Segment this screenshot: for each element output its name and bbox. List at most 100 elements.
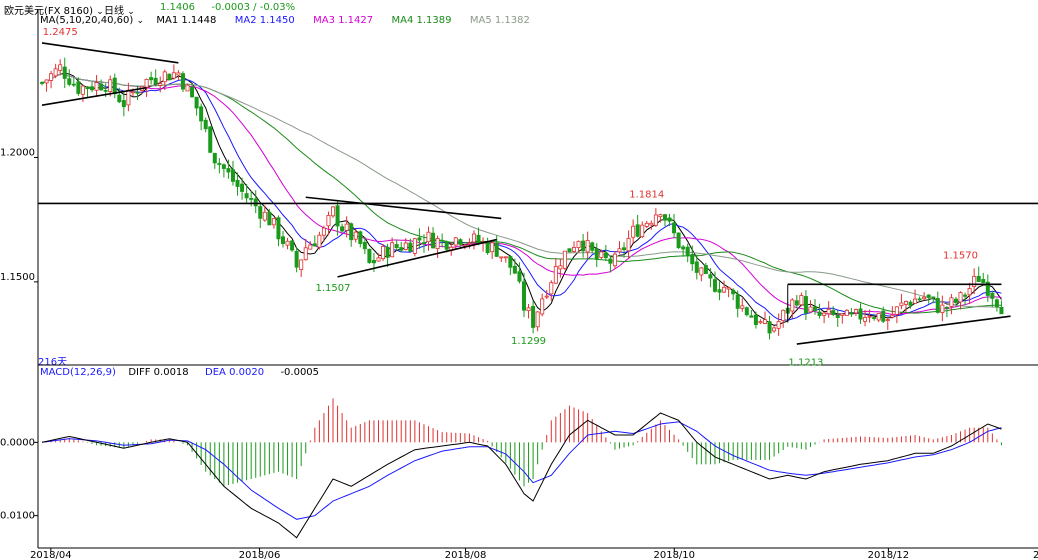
candle-body (517, 271, 522, 282)
candle-body (776, 321, 781, 329)
price-annotation: 1.1814 (629, 190, 664, 201)
candle-body (262, 211, 267, 221)
candle-body (540, 298, 545, 315)
macd-diff-line (41, 412, 1002, 539)
candle-body (117, 94, 122, 103)
x-tick-label: 2018/10 (653, 550, 695, 560)
candle-body (672, 222, 677, 234)
candle-body (926, 294, 931, 298)
macd-legend: MACD(12,26,9) DIFF 0.0018 DEA 0.0020 -0.… (40, 367, 319, 378)
candle-body (885, 319, 890, 322)
instrument-selector[interactable]: 欧元美元(FX 8160) ⌄ (4, 2, 104, 17)
candle-body (44, 79, 49, 84)
candle-body (553, 266, 558, 284)
candle-body (490, 242, 495, 253)
candle-body (512, 265, 517, 274)
candle-body (635, 224, 640, 237)
candle-body (794, 300, 799, 306)
candle-body (171, 72, 176, 79)
candle-body (258, 206, 263, 219)
candle-body (153, 77, 158, 85)
candle-body (863, 317, 868, 322)
price-annotation: 1.1213 (788, 357, 823, 368)
macd-params: MACD(12,26,9) (40, 367, 116, 378)
candle-body (503, 256, 508, 259)
candle-body (676, 232, 681, 249)
candle-body (531, 305, 536, 328)
candle-body (981, 279, 986, 283)
candle-body (653, 214, 658, 226)
candle-body (326, 214, 331, 227)
candle-body (99, 83, 104, 91)
candle-body (290, 240, 295, 251)
candle-body (626, 238, 631, 252)
candle-body (40, 82, 45, 84)
candle-body (808, 306, 813, 313)
candle-body (781, 309, 786, 321)
candle-body (835, 314, 840, 318)
candle-body (94, 82, 99, 91)
candle-body (972, 275, 977, 287)
macd-hist: -0.0005 (280, 367, 320, 378)
candle-body (108, 79, 113, 92)
candle-body (158, 83, 163, 86)
candle-body (194, 96, 199, 109)
candle-body (890, 314, 895, 318)
candle-body (935, 298, 940, 313)
candle-body (572, 247, 577, 252)
candle-body (431, 232, 436, 249)
candle-body (712, 279, 717, 292)
candle-body (467, 242, 472, 245)
chevron-down-icon[interactable]: ⌄ (136, 16, 144, 26)
candle-body (226, 168, 231, 173)
price-annotation: 1.1299 (511, 336, 546, 347)
candle-body (790, 299, 795, 312)
candle-body (685, 246, 690, 257)
price-annotation: 1.1507 (316, 283, 351, 294)
candle-body (349, 223, 354, 241)
candle-body (799, 295, 804, 306)
trendline-lower (337, 238, 497, 278)
x-tick-label: 2018/12 (868, 550, 910, 560)
candle-body (149, 77, 154, 81)
candle-body (185, 84, 190, 92)
candle-body (485, 241, 490, 254)
candle-body (167, 73, 172, 81)
candle-body (603, 252, 608, 259)
candle-body (994, 299, 999, 307)
candle-body (622, 247, 627, 251)
candle-body (931, 296, 936, 299)
candle-body (340, 226, 345, 232)
candle-body (240, 183, 245, 192)
candle-body (562, 250, 567, 269)
candle-body (276, 217, 281, 240)
candle-body (440, 239, 445, 242)
period-selector[interactable]: 日线 ⌄ (104, 2, 135, 17)
days-label: 216天 (38, 357, 68, 368)
candle-body (949, 297, 954, 307)
candle-body (67, 78, 72, 85)
candle-body (458, 239, 463, 245)
candle-body (985, 281, 990, 296)
candle-body (844, 309, 849, 316)
candle-body (694, 261, 699, 273)
candle-body (499, 256, 504, 259)
candle-body (899, 302, 904, 307)
candle-body (130, 91, 135, 94)
candle-body (435, 238, 440, 249)
last-price: 1.1406 (160, 2, 195, 13)
candle-body (544, 295, 549, 298)
macd-dea: DEA 0.0020 (205, 367, 265, 378)
candle-body (822, 312, 827, 316)
candle-body (990, 292, 995, 299)
candle-body (699, 267, 704, 276)
candle-body (726, 287, 731, 290)
candle-body (362, 241, 367, 250)
candle-body (644, 222, 649, 227)
ma-legend: MA(5,10,20,40,60) ⌄ MA1 1.1448 MA2 1.145… (40, 15, 530, 26)
candle-body (331, 206, 336, 217)
candle-body (735, 294, 740, 309)
candle-body (135, 91, 140, 94)
candle-body (958, 292, 963, 303)
